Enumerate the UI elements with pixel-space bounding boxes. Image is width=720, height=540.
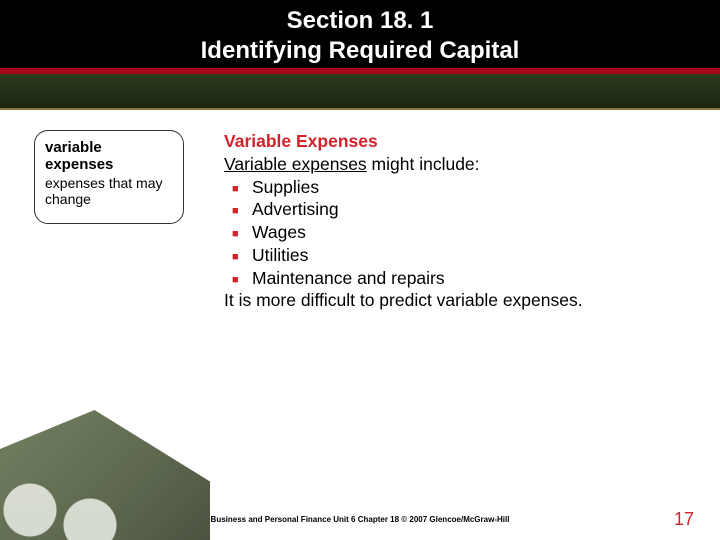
list-item: Wages — [252, 221, 674, 244]
intro-suffix: might include: — [367, 154, 480, 174]
intro-underlined: Variable expenses — [224, 154, 367, 174]
vocab-definition: expenses that may change — [45, 175, 173, 207]
section-title-line2: Identifying Required Capital — [0, 36, 720, 66]
closing-line: It is more difficult to predict variable… — [224, 289, 674, 312]
header-money-band — [0, 74, 720, 110]
list-item: Supplies — [252, 176, 674, 199]
intro-line: Variable expenses might include: — [224, 153, 674, 176]
content-area: variable expenses expenses that may chan… — [0, 130, 720, 312]
section-title-line1: Section 18. 1 — [0, 6, 720, 36]
bullet-list: Supplies Advertising Wages Utilities Mai… — [224, 176, 674, 290]
section-title: Section 18. 1 Identifying Required Capit… — [0, 0, 720, 66]
header-band: Section 18. 1 Identifying Required Capit… — [0, 0, 720, 110]
list-item: Maintenance and repairs — [252, 267, 674, 290]
footer-caption: Business and Personal Finance Unit 6 Cha… — [0, 515, 720, 524]
vocab-box: variable expenses expenses that may chan… — [34, 130, 184, 224]
vocab-term: variable expenses — [45, 139, 173, 174]
list-item: Advertising — [252, 198, 674, 221]
main-text: Variable Expenses Variable expenses migh… — [224, 130, 674, 312]
content-title: Variable Expenses — [224, 130, 674, 153]
list-item: Utilities — [252, 244, 674, 267]
page-number: 17 — [674, 509, 694, 530]
